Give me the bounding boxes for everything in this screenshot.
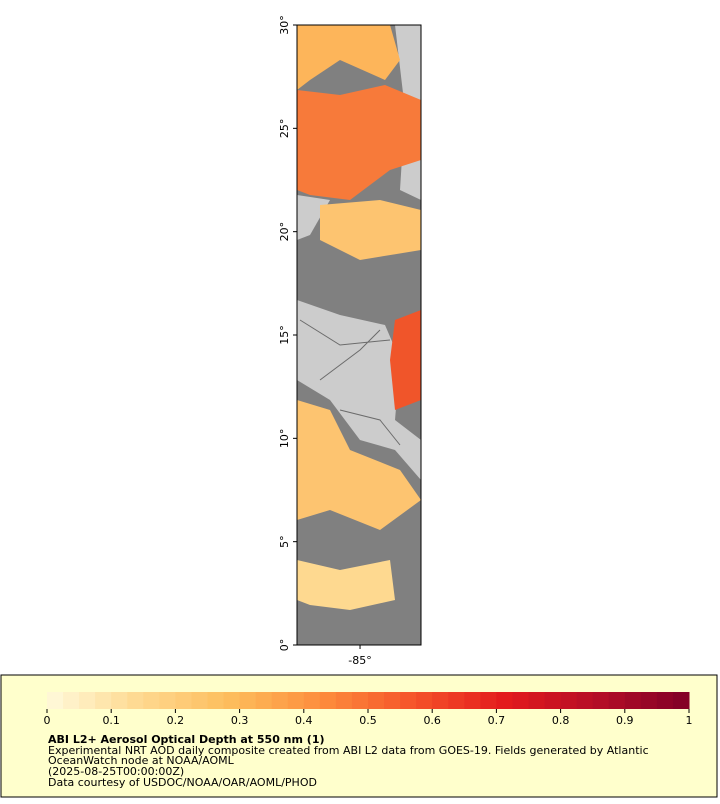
colorbar-tick-label: 1 — [686, 714, 693, 727]
colorbar-cell — [656, 692, 674, 709]
colorbar-cell — [207, 692, 225, 709]
colorbar-cell — [608, 692, 626, 709]
y-tick-label: 25° — [278, 119, 291, 139]
y-tick-label: 5° — [278, 535, 291, 548]
colorbar-cell — [191, 692, 208, 709]
x-tick-label: -85° — [348, 654, 371, 667]
legend-line: (2025-08-25T00:00:00Z) — [48, 765, 184, 778]
colorbar-cell — [335, 692, 353, 709]
colorbar-cell — [127, 692, 144, 709]
colorbar-cell — [544, 692, 562, 709]
map-area — [297, 25, 421, 645]
aod-patch — [390, 310, 421, 410]
colorbar-cell — [175, 692, 192, 709]
colorbar-cell — [223, 692, 241, 709]
aod-patch — [297, 85, 421, 200]
colorbar-cell — [159, 692, 176, 709]
colorbar-cell — [480, 692, 497, 709]
colorbar-tick-label: 0 — [44, 714, 51, 727]
colorbar-cell — [448, 692, 465, 709]
y-tick-label: 20° — [278, 222, 291, 242]
border — [299, 319, 401, 446]
colorbar-tick-label: 0.2 — [167, 714, 185, 727]
colorbar-cell — [63, 692, 80, 709]
colorbar-cell — [143, 692, 160, 709]
colorbar-cell — [496, 692, 513, 709]
colorbar-cell — [47, 692, 64, 709]
colorbar-cell — [624, 692, 642, 709]
y-tick-label: 10° — [278, 429, 291, 449]
legend-line: Data courtesy of USDOC/NOAA/OAR/AOML/PHO… — [48, 776, 317, 789]
colorbar-cell — [79, 692, 96, 709]
colorbar-cell — [416, 692, 433, 709]
aod-patch — [297, 400, 421, 530]
colorbar-cell — [368, 692, 385, 709]
colorbar-cell — [111, 692, 128, 709]
colorbar-tick-label: 0.1 — [102, 714, 120, 727]
y-tick-label: 0° — [278, 639, 291, 652]
colorbar-cell — [576, 692, 594, 709]
legend-line: OceanWatch node at NOAA/AOML — [48, 754, 235, 767]
colorbar-tick-label: 0.7 — [488, 714, 506, 727]
colorbar-cell — [432, 692, 449, 709]
colorbar-cell — [303, 692, 321, 709]
colorbar-tick-label: 0.3 — [231, 714, 249, 727]
colorbar-cell — [239, 692, 257, 709]
legend-line: Experimental NRT AOD daily composite cre… — [48, 744, 649, 757]
colorbar-cell — [672, 692, 690, 709]
colorbar-tick-label: 0.9 — [616, 714, 634, 727]
colorbar-tick-label: 0.4 — [295, 714, 313, 727]
colorbar-tick-label: 0.5 — [359, 714, 377, 727]
aod-patch — [320, 200, 421, 260]
colorbar-cell — [384, 692, 401, 709]
colorbar-cell — [560, 692, 578, 709]
colorbar-cell — [287, 692, 305, 709]
y-tick-label: 30° — [278, 15, 291, 35]
colorbar-cell — [512, 692, 529, 709]
colorbar-cell — [319, 692, 337, 709]
aod-patch — [297, 25, 400, 90]
colorbar-cell — [400, 692, 417, 709]
colorbar-tick-label: 0.8 — [552, 714, 570, 727]
colorbar-cell — [255, 692, 273, 709]
colorbar-cell — [528, 692, 546, 709]
colorbar-cell — [464, 692, 481, 709]
colorbar-cell — [271, 692, 289, 709]
land — [297, 300, 421, 480]
colorbar-cell — [95, 692, 112, 709]
legend-title: ABI L2+ Aerosol Optical Depth at 550 nm … — [48, 733, 325, 746]
colorbar-tick-label: 0.6 — [423, 714, 441, 727]
colorbar-cell — [592, 692, 610, 709]
colorbar-cell — [351, 692, 369, 709]
colorbar-cell — [640, 692, 658, 709]
aod-patch — [297, 560, 395, 610]
y-tick-label: 15° — [278, 325, 291, 345]
